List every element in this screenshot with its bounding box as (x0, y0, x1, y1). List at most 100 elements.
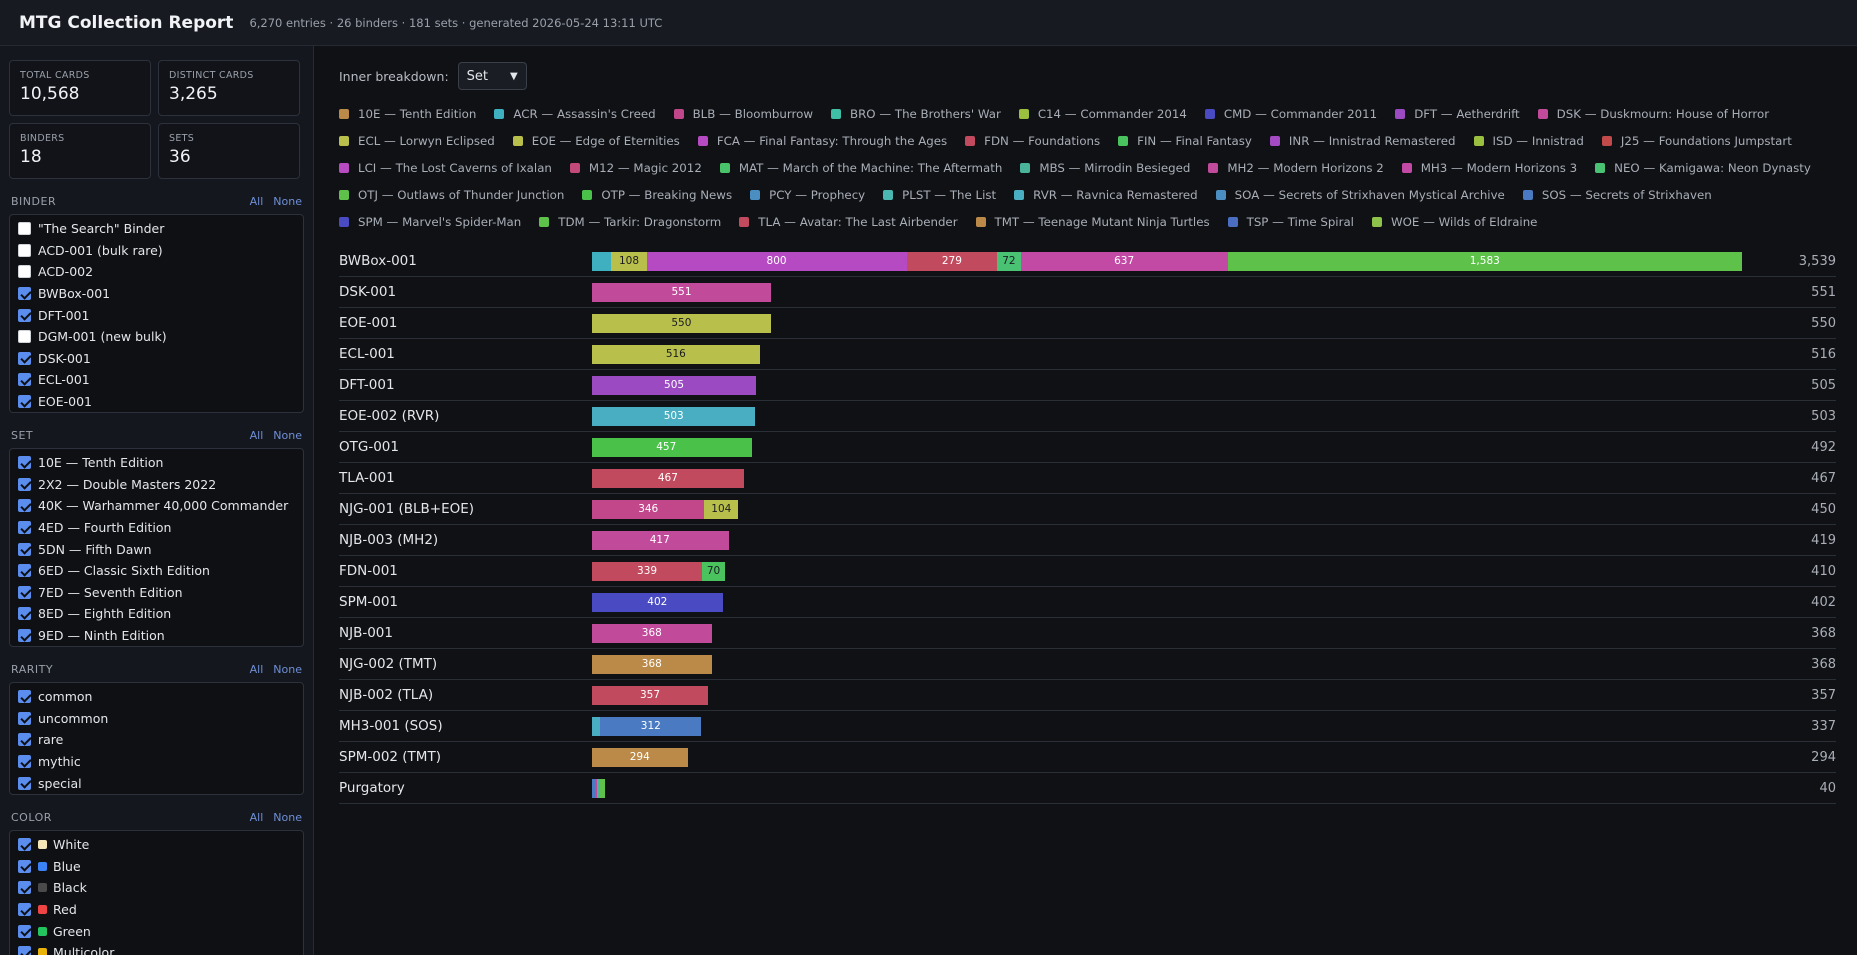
checkbox[interactable] (18, 946, 31, 955)
bar-segment[interactable]: 417 (592, 530, 728, 550)
bar-segment[interactable]: 294 (592, 747, 688, 767)
binder-all-link[interactable]: All (249, 194, 264, 208)
binder-option-ecl-001[interactable]: ECL-001 (18, 369, 303, 391)
checkbox[interactable] (18, 542, 31, 556)
bar-segment[interactable]: 70 (702, 561, 725, 581)
rarity-list[interactable]: common uncommon rare mythic special (9, 682, 304, 795)
set-option-9ed-ninth-edition[interactable]: 9ED — Ninth Edition (18, 625, 303, 646)
bar-segment[interactable]: 368 (592, 623, 712, 643)
binder-option-bwbox-001[interactable]: BWBox-001 (18, 283, 303, 305)
checkbox[interactable] (18, 265, 31, 279)
color-all-link[interactable]: All (249, 810, 264, 824)
bar-segment[interactable] (592, 778, 595, 798)
set-all-link[interactable]: All (249, 428, 264, 442)
rarity-none-link[interactable]: None (273, 662, 302, 676)
set-option-7ed-seventh-edition[interactable]: 7ED — Seventh Edition (18, 582, 303, 604)
color-option-white[interactable]: White (18, 834, 303, 856)
bar-segment[interactable]: 279 (906, 251, 998, 271)
bar-segment[interactable]: 457 (592, 437, 741, 457)
rarity-option-common[interactable]: common (18, 686, 303, 708)
binder-option-eoe-001[interactable]: EOE-001 (18, 391, 303, 412)
binder-none-link[interactable]: None (273, 194, 302, 208)
rarity-option-mythic[interactable]: mythic (18, 751, 303, 773)
bar-segment[interactable]: 1,583 (1227, 251, 1742, 271)
bar-segment[interactable]: 516 (592, 344, 760, 364)
set-option-6ed-classic-sixth-edition[interactable]: 6ED — Classic Sixth Edition (18, 560, 303, 582)
set-list[interactable]: 10E — Tenth Edition 2X2 — Double Masters … (9, 448, 304, 647)
rarity-option-special[interactable]: special (18, 772, 303, 794)
bar-segment[interactable]: 339 (592, 561, 703, 581)
bar-segment[interactable] (594, 778, 598, 798)
checkbox[interactable] (18, 690, 31, 704)
checkbox[interactable] (18, 838, 31, 852)
rarity-option-uncommon[interactable]: uncommon (18, 708, 303, 730)
checkbox[interactable] (18, 499, 31, 513)
bar-segment[interactable]: 312 (600, 716, 702, 736)
checkbox[interactable] (18, 477, 31, 491)
binder-option-acd-001-bulk-rare[interactable]: ACD-001 (bulk rare) (18, 240, 303, 262)
checkbox[interactable] (18, 395, 31, 409)
checkbox[interactable] (18, 776, 31, 790)
bar-segment[interactable]: 346 (592, 499, 705, 519)
checkbox[interactable] (18, 222, 31, 236)
set-option-2x2-double-masters-2022[interactable]: 2X2 — Double Masters 2022 (18, 474, 303, 496)
checkbox[interactable] (18, 287, 31, 301)
set-option-4ed-fourth-edition[interactable]: 4ED — Fourth Edition (18, 517, 303, 539)
checkbox[interactable] (18, 521, 31, 535)
set-option-8ed-eighth-edition[interactable]: 8ED — Eighth Edition (18, 603, 303, 625)
rarity-option-rare[interactable]: rare (18, 729, 303, 751)
bar-segment[interactable]: 402 (592, 592, 723, 612)
bar-segment[interactable] (740, 437, 752, 457)
checkbox[interactable] (18, 308, 31, 322)
color-option-red[interactable]: Red (18, 899, 303, 921)
bar-segment[interactable] (727, 530, 729, 550)
checkbox[interactable] (18, 711, 31, 725)
bar-segment[interactable]: 503 (592, 406, 756, 426)
checkbox[interactable] (18, 330, 31, 344)
bar-segment[interactable]: 505 (592, 375, 757, 395)
bar-segment[interactable]: 467 (592, 468, 744, 488)
bar-segment[interactable]: 368 (592, 654, 712, 674)
bar-segment[interactable]: 104 (704, 499, 739, 519)
set-option-10e-tenth-edition[interactable]: 10E — Tenth Edition (18, 452, 303, 474)
color-none-link[interactable]: None (273, 810, 302, 824)
bar-segment[interactable] (597, 778, 600, 798)
bar-segment[interactable]: 550 (592, 313, 771, 333)
checkbox[interactable] (18, 373, 31, 387)
checkbox[interactable] (18, 456, 31, 470)
checkbox[interactable] (18, 903, 31, 917)
bar-segment[interactable]: 357 (592, 685, 708, 705)
set-option-5dn-fifth-dawn[interactable]: 5DN — Fifth Dawn (18, 538, 303, 560)
rarity-all-link[interactable]: All (249, 662, 264, 676)
checkbox[interactable] (18, 859, 31, 873)
bar-segment[interactable]: 108 (611, 251, 647, 271)
checkbox[interactable] (18, 755, 31, 769)
set-none-link[interactable]: None (273, 428, 302, 442)
bar-segment[interactable] (592, 716, 601, 736)
checkbox[interactable] (18, 585, 31, 599)
color-option-multicolor[interactable]: Multicolor (18, 942, 303, 955)
checkbox[interactable] (18, 629, 31, 643)
checkbox[interactable] (18, 924, 31, 938)
bar-segment[interactable]: 72 (997, 251, 1021, 271)
checkbox[interactable] (18, 564, 31, 578)
color-option-black[interactable]: Black (18, 877, 303, 899)
set-option-40k-warhammer-40-000-commander[interactable]: 40K — Warhammer 40,000 Commander (18, 495, 303, 517)
color-option-green[interactable]: Green (18, 920, 303, 942)
bar-segment[interactable]: 800 (646, 251, 907, 271)
binder-list[interactable]: "The Search" Binder ACD-001 (bulk rare) AC… (9, 214, 304, 413)
checkbox[interactable] (18, 243, 31, 257)
binder-option-dft-001[interactable]: DFT-001 (18, 304, 303, 326)
bar-segment[interactable] (592, 251, 612, 271)
binder-option-the-search-binder[interactable]: "The Search" Binder (18, 218, 303, 240)
bar-segment[interactable] (599, 778, 605, 798)
checkbox[interactable] (18, 607, 31, 621)
checkbox[interactable] (18, 351, 31, 365)
checkbox[interactable] (18, 881, 31, 895)
bar-segment[interactable]: 637 (1020, 251, 1228, 271)
breakdown-select[interactable]: Set ▼ (457, 62, 527, 90)
binder-option-acd-002[interactable]: ACD-002 (18, 261, 303, 283)
bar-segment[interactable]: 551 (592, 282, 772, 302)
binder-option-dgm-001-new-bulk[interactable]: DGM-001 (new bulk) (18, 326, 303, 348)
binder-option-dsk-001[interactable]: DSK-001 (18, 348, 303, 370)
